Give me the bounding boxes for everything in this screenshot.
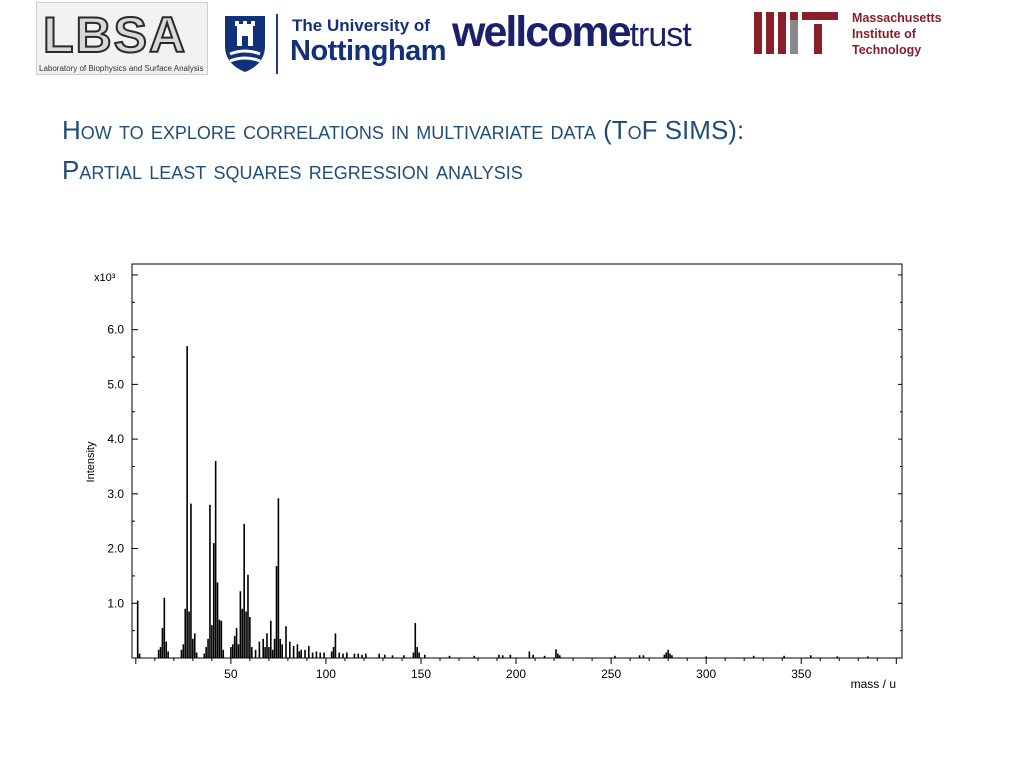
mit-logo-line3: Technology xyxy=(852,43,922,57)
x-tick-label: 100 xyxy=(316,667,336,681)
y-tick-label: 1.0 xyxy=(107,596,124,610)
mit-logo: Massachusetts Institute of Technology xyxy=(752,10,956,60)
y-tick-label: 3.0 xyxy=(107,487,124,501)
y-tick-label: 4.0 xyxy=(107,432,124,446)
mit-logo-line2: Institute of xyxy=(852,27,916,41)
trust-logo-word: trust xyxy=(629,16,692,54)
x-tick-label: 50 xyxy=(224,667,238,681)
x-axis-ticks: 50 100 150 200 250 300 350 xyxy=(135,658,897,681)
nottingham-logo: The University of Nottingham xyxy=(220,8,447,78)
nottingham-logo-divider xyxy=(276,14,278,74)
x-tick-label: 350 xyxy=(791,667,811,681)
plot-frame xyxy=(131,263,903,659)
wellcome-trust-logo: wellcometrust xyxy=(452,8,692,58)
nottingham-logo-line2: Nottingham xyxy=(290,35,447,67)
y-tick-label: 6.0 xyxy=(107,323,124,337)
x-tick-label: 200 xyxy=(506,667,526,681)
slide-title: How to explore correlations in multivari… xyxy=(62,115,745,185)
x-tick-label: 300 xyxy=(696,667,716,681)
y-axis-ticks: 1.0 2.0 3.0 4.0 5.0 6.0 xyxy=(107,274,902,632)
x-axis-label: mass / u xyxy=(851,677,896,691)
lbsa-logo-mark: LBSA xyxy=(42,6,188,64)
nottingham-crest-icon xyxy=(225,16,265,72)
nottingham-logo-line1: The University of xyxy=(292,16,430,35)
tof-sims-spectrum-chart: 50 100 150 200 250 300 350 1.02.03.04.05.06.0 … xyxy=(85,263,903,691)
mit-logo-icon xyxy=(754,12,838,54)
y-axis-label: Intensity xyxy=(85,441,97,482)
spectrum-peaks xyxy=(136,346,869,658)
wellcome-logo-word: wellcome xyxy=(452,8,632,56)
mit-logo-line1: Massachusetts xyxy=(852,11,942,25)
lbsa-logo-subtitle: Laboratory of Biophysics and Surface Ana… xyxy=(39,64,204,73)
y-multiplier-label: x10³ xyxy=(94,272,116,284)
lbsa-logo: LBSA Laboratory of Biophysics and Surfac… xyxy=(36,2,208,75)
x-tick-label: 150 xyxy=(411,667,431,681)
x-tick-label: 250 xyxy=(601,667,621,681)
mit-logo-text: Massachusetts Institute of Technology xyxy=(852,10,942,58)
y-tick-label: 2.0 xyxy=(107,542,124,556)
y-tick-label: 5.0 xyxy=(107,377,124,391)
